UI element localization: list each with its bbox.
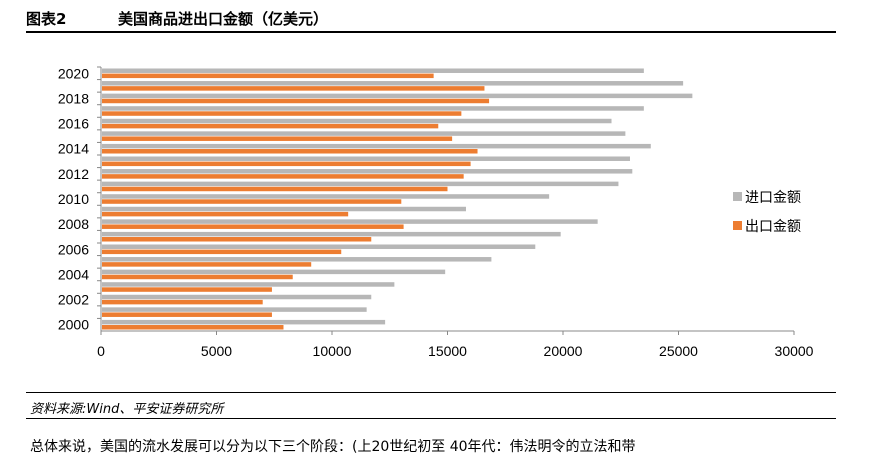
- export-bar-2017: [102, 111, 462, 116]
- import-bar-2003: [102, 282, 395, 287]
- source-rule-bottom: [26, 418, 836, 419]
- body-paragraph: 总体来说，美国的流水发展可以分为以下三个阶段：(上20世纪初至 40年代：伟法明…: [30, 439, 636, 455]
- header-rule: [26, 31, 836, 33]
- figure-title: 美国商品进出口金额（亿美元）: [118, 10, 329, 28]
- import-bar-2013: [102, 156, 630, 161]
- export-bar-2010: [102, 199, 402, 204]
- export-bar-2001: [102, 312, 272, 317]
- export-bar-2015: [102, 136, 453, 141]
- x-tick-label-15000: 15000: [428, 343, 467, 359]
- x-tick-label-5000: 5000: [201, 343, 232, 359]
- source-rule: [26, 392, 836, 393]
- import-bar-2008: [102, 219, 598, 224]
- export-bar-2005: [102, 262, 312, 267]
- legend-swatch-1: [733, 221, 742, 230]
- source-note: 资料来源:Wind、平安证券研究所: [30, 402, 224, 417]
- y-tick-label-2000: 2000: [58, 317, 89, 333]
- x-tick-label-30000: 30000: [775, 343, 814, 359]
- import-bar-2011: [102, 181, 619, 187]
- import-bar-2019: [102, 81, 684, 86]
- y-tick-label-2020: 2020: [58, 65, 89, 81]
- import-bar-2018: [102, 93, 693, 99]
- y-tick-label-2008: 2008: [58, 216, 89, 232]
- export-bar-2020: [102, 73, 434, 79]
- x-tick-label-20000: 20000: [544, 343, 583, 359]
- import-bar-2009: [102, 206, 466, 212]
- legend-label-0: 进口金额: [745, 190, 801, 206]
- import-bar-2007: [102, 231, 561, 237]
- import-bar-2017: [102, 106, 644, 111]
- import-bar-2010: [102, 194, 550, 199]
- y-tick-label-2016: 2016: [58, 116, 89, 132]
- x-tick-label-25000: 25000: [659, 343, 698, 359]
- import-bar-2015: [102, 131, 626, 136]
- legend-label-1: 出口金额: [745, 219, 801, 235]
- y-tick-label-2014: 2014: [58, 141, 89, 157]
- export-bar-2004: [102, 274, 293, 280]
- export-bar-2008: [102, 224, 404, 229]
- x-tick-label-10000: 10000: [313, 343, 352, 359]
- export-bar-2018: [102, 98, 490, 104]
- export-bar-2013: [102, 161, 471, 167]
- import-bar-2001: [102, 307, 367, 312]
- legend-swatch-0: [733, 192, 742, 201]
- export-bar-2007: [102, 237, 372, 242]
- export-bar-2002: [102, 299, 263, 305]
- import-bar-2002: [102, 294, 372, 300]
- y-tick-label-2006: 2006: [58, 241, 89, 257]
- import-bar-2016: [102, 118, 612, 124]
- y-tick-label-2018: 2018: [58, 90, 89, 106]
- figure-number: 图表2: [26, 10, 67, 28]
- import-bar-2006: [102, 244, 536, 249]
- import-bar-2020: [102, 68, 644, 73]
- import-bar-2012: [102, 169, 633, 174]
- y-tick-label-2002: 2002: [58, 292, 89, 308]
- y-tick-label-2012: 2012: [58, 166, 89, 182]
- export-bar-2019: [102, 86, 485, 91]
- x-tick-label-0: 0: [97, 343, 105, 359]
- export-bar-2012: [102, 174, 464, 179]
- figure-header: 图表2 美国商品进出口金额（亿美元）: [26, 4, 836, 34]
- import-bar-2005: [102, 257, 492, 262]
- bar-chart: 2000 2002 2004 2006 2008 2010 2012 2014 2016 2018…: [58, 65, 814, 359]
- y-tick-label-2004: 2004: [58, 266, 89, 282]
- import-bar-2004: [102, 269, 446, 275]
- export-bar-2009: [102, 211, 349, 217]
- import-bar-2000: [102, 319, 386, 325]
- export-bar-2006: [102, 249, 342, 255]
- export-bar-2003: [102, 287, 272, 292]
- y-tick-label-2010: 2010: [58, 191, 89, 207]
- export-bar-2000: [102, 325, 284, 330]
- import-bar-2014: [102, 143, 651, 149]
- export-bar-2011: [102, 186, 448, 192]
- export-bar-2014: [102, 149, 478, 154]
- export-bar-2016: [102, 123, 439, 129]
